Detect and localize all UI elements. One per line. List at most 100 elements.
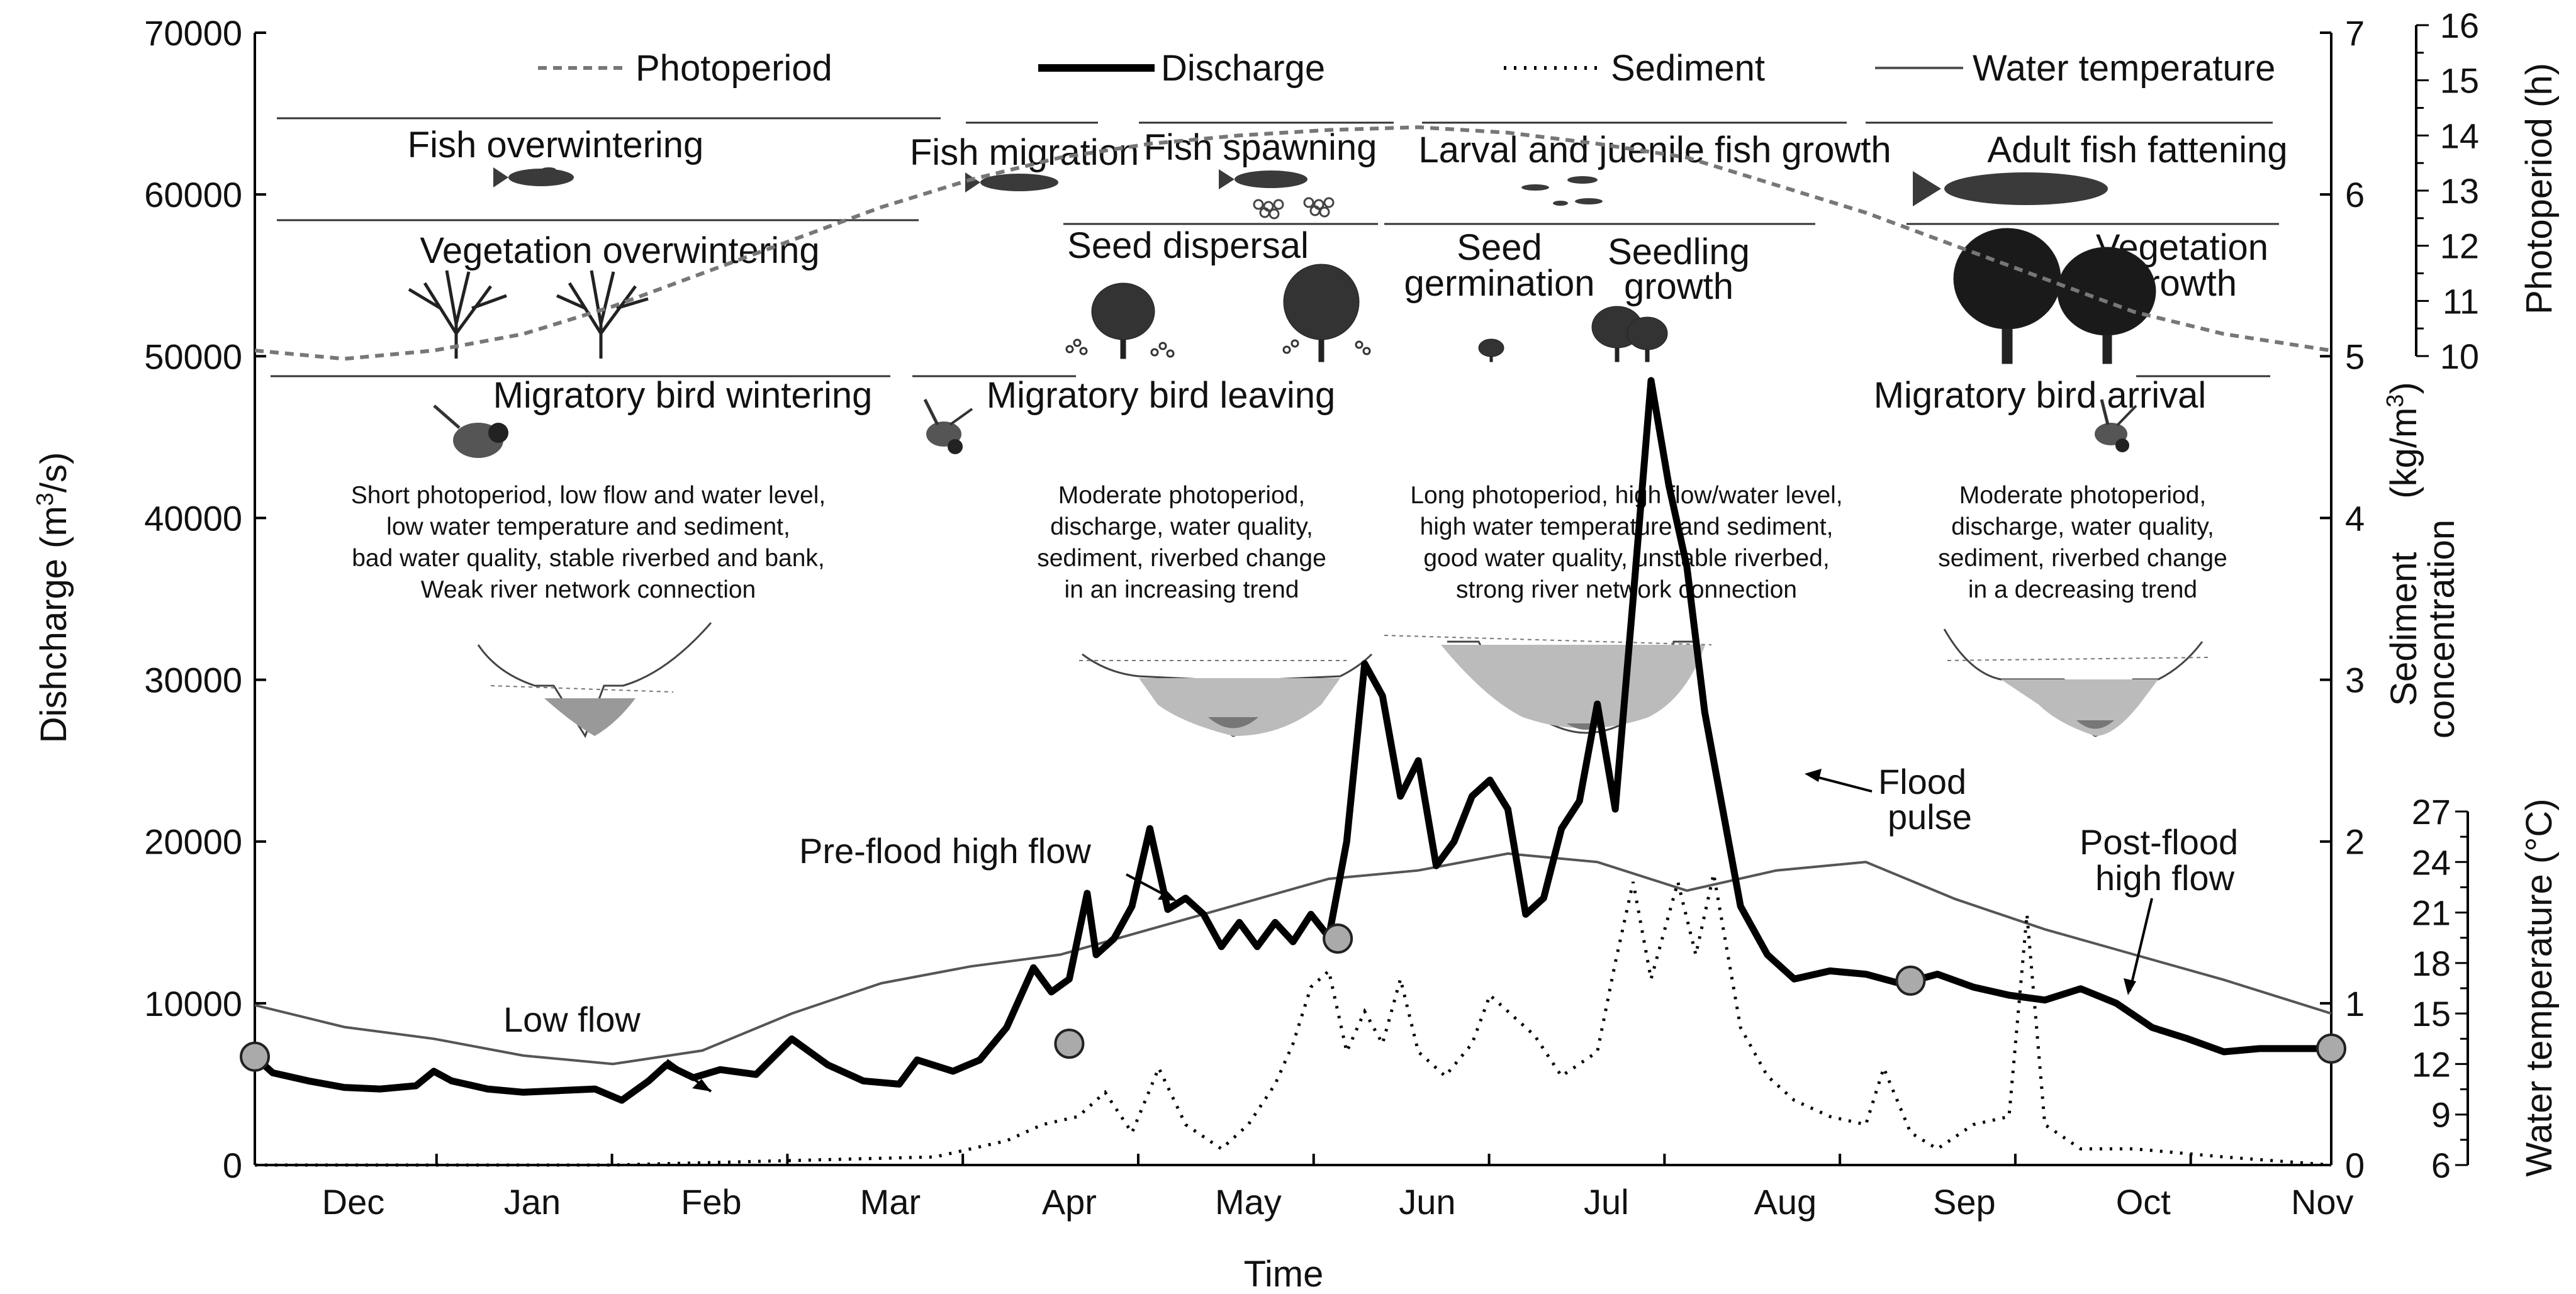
legend-label-sediment: Sediment [1611, 48, 1765, 89]
description-line: Weak river network connection [421, 576, 756, 603]
annotation-low-flow: Low flow [503, 1000, 641, 1039]
y2-tick-label: 5 [2345, 337, 2365, 376]
annotation-arrowhead [1805, 769, 1822, 782]
annotation-arrow [1808, 774, 1873, 793]
water-temperature-line [254, 852, 2332, 1066]
legend-label-photoperiod: Photoperiod [636, 48, 832, 89]
y2-tick-label: 1 [2345, 984, 2365, 1023]
sediment-title-line3: (kg/m3) [2382, 382, 2424, 498]
description-line: in a decreasing trend [1968, 576, 2197, 603]
description-line: Moderate photoperiod, [1959, 482, 2206, 509]
y-tick-label: 70000 [144, 13, 242, 53]
larval-fish-icon [1521, 176, 1603, 206]
y3-tick-label: 14 [2440, 116, 2479, 155]
bird-icon [433, 404, 508, 458]
y-tick-label: 60000 [144, 175, 242, 215]
description-line: Long photoperiod, high flow/water level, [1410, 482, 1842, 509]
watertemp-ticks: 6 9 12 15 18 21 24 27 [2412, 792, 2468, 1185]
stage-marker [2316, 1033, 2346, 1064]
sediment-axis-title: Sediment concentration (kg/m3) [2382, 382, 2462, 739]
y-tick-label: 0 [223, 1146, 242, 1185]
y4-tick-label: 9 [2431, 1095, 2451, 1135]
description-3: Long photoperiod, high flow/water level,… [1410, 482, 1842, 603]
annotation-arrowhead [1158, 889, 1177, 901]
tree-icons [408, 228, 2156, 364]
description-line: bad water quality, stable riverbed and b… [352, 545, 825, 572]
x-ticks: Dec Jan Feb Mar Apr May Jun Jul Aug Sep Oct Nov [322, 1154, 2354, 1222]
river-cross-section-icon [1943, 628, 2209, 737]
annotation-arrowhead [2124, 978, 2136, 995]
bird-icons [433, 398, 2137, 458]
bird-icon [923, 398, 973, 454]
photoperiod-line [254, 125, 2332, 361]
stage-label: growth [1624, 266, 1733, 307]
y3-tick-label: 12 [2440, 226, 2479, 266]
stage-marker [1895, 965, 1926, 996]
stage-label: Seed dispersal [1067, 225, 1309, 266]
description-line: Short photoperiod, low flow and water le… [351, 482, 826, 509]
x-tick-label: Sep [1933, 1182, 1996, 1222]
fish-eggs-icon [1253, 197, 1335, 220]
annotations: Low flow Pre-flood high flow Flood pulse… [503, 762, 2238, 1093]
fish-icon [1219, 169, 1308, 189]
x-tick-label: Jul [1584, 1182, 1629, 1222]
stage-label: Fish overwintering [408, 125, 704, 165]
stage-labels: Fish overwintering Fish migration Fish s… [408, 125, 2288, 416]
y2-tick-label: 7 [2345, 13, 2365, 53]
y3-tick-label: 16 [2440, 6, 2479, 45]
description-line: low water temperature and sediment, [386, 513, 790, 540]
young-tree-icon [1591, 306, 1668, 362]
y4-tick-label: 24 [2412, 842, 2451, 882]
seeds-icon [1065, 338, 1371, 358]
x-tick-label: Jan [504, 1182, 561, 1222]
description-line: sediment, riverbed change [1938, 545, 2227, 572]
stage-label: Seedling [1608, 231, 1750, 272]
river-cross-section-icon [477, 622, 712, 739]
x-tick-label: Apr [1042, 1182, 1097, 1222]
y4-tick-label: 18 [2412, 944, 2451, 983]
y3-tick-label: 10 [2440, 337, 2479, 376]
annotation-arrow [2129, 898, 2153, 991]
photoperiod-axis-title: Photoperiod (h) [2519, 63, 2560, 315]
x-tick-label: Dec [322, 1182, 385, 1222]
bird-icon [2095, 399, 2137, 452]
y-tick-label: 10000 [144, 984, 242, 1023]
description-line: sediment, riverbed change [1037, 545, 1326, 572]
stage-label: Adult fish fattening [1987, 130, 2287, 170]
tree-with-seeds-icon [1283, 264, 1360, 362]
fish-icon [493, 167, 574, 187]
y4-tick-label: 12 [2412, 1044, 2451, 1084]
bare-tree-icon [408, 270, 507, 359]
y4-tick-label: 6 [2431, 1146, 2451, 1185]
fish-icon [965, 172, 1058, 192]
bare-tree-icon [556, 270, 649, 359]
discharge-line [252, 377, 2331, 1104]
x-tick-label: Mar [860, 1182, 921, 1222]
y2-tick-label: 0 [2345, 1146, 2365, 1185]
legend: Photoperiod Discharge Sediment Water tem… [538, 48, 2275, 89]
y-tick-label: 40000 [144, 498, 242, 538]
x-tick-label: May [1215, 1182, 1282, 1222]
stage-label: Fish spawning [1144, 127, 1377, 168]
discharge-axis-title: Dishcharge (m3/s) [32, 452, 74, 744]
fish-icon [1913, 171, 2108, 206]
stage-label: germination [1404, 263, 1594, 304]
stage-divider-lines [271, 117, 2279, 377]
y3-tick-label: 15 [2440, 61, 2479, 101]
fish-icons [493, 167, 2108, 220]
stage-label: Migratory bird arrival [1874, 375, 2207, 416]
x-tick-label: Aug [1754, 1182, 1817, 1222]
description-line: strong river network connection [1456, 576, 1797, 603]
legend-label-water-temperature: Water temperature [1973, 48, 2275, 89]
discharge-ticks: 0 10000 20000 30000 40000 50000 60000 70000 [144, 13, 266, 1185]
y2-tick-label: 6 [2345, 175, 2365, 215]
y2-tick-label: 4 [2345, 498, 2365, 538]
river-cross-sections [477, 622, 2209, 739]
x-axis-title: Time [1244, 1254, 1324, 1294]
river-cross-section-icon [1384, 635, 1712, 734]
photoperiod-ticks: 10 11 12 13 14 15 16 [2416, 6, 2479, 376]
x-tick-label: Nov [2291, 1182, 2354, 1222]
description-1: Short photoperiod, low flow and water le… [351, 482, 826, 603]
stage-label: Migratory bird leaving [987, 375, 1335, 416]
